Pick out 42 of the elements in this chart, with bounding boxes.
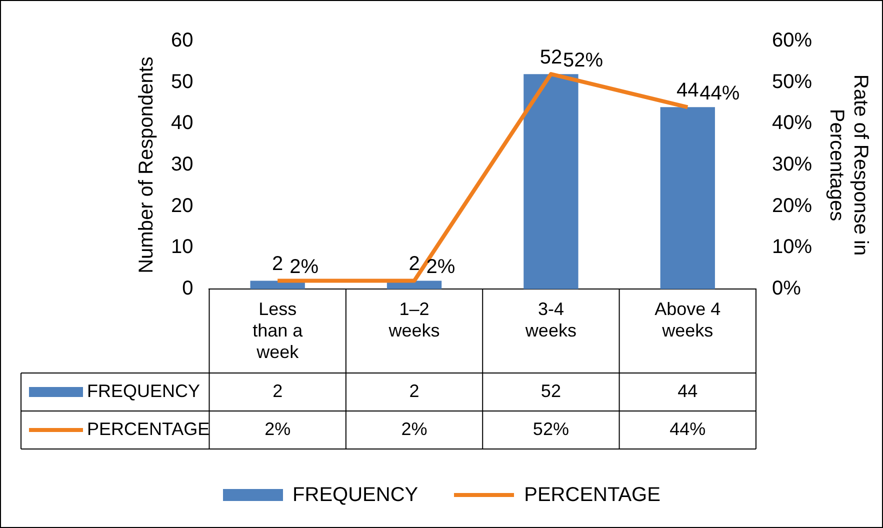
legend-label: PERCENTAGE — [87, 418, 210, 439]
text: FREQUENCY — [292, 484, 418, 506]
text: PERCENTAGE — [524, 484, 660, 506]
data-label: 2 — [272, 380, 283, 401]
text: 2% — [290, 256, 318, 278]
y-tick-label: 0 — [182, 278, 194, 300]
y-tick-label: 50 — [170, 70, 194, 93]
y2-tick-label: 60% — [772, 30, 812, 52]
x-tick-label: Above 4 weeks — [654, 298, 721, 340]
y2-tick-label: 50% — [772, 70, 812, 93]
text: 52% — [562, 50, 603, 72]
y-axis-title: Number of Respondents — [136, 56, 158, 274]
x-tick-label: Less than a week — [252, 298, 304, 362]
bar — [660, 107, 715, 289]
bar — [524, 74, 578, 289]
y2-tick-label: 30% — [772, 154, 812, 176]
y2-tick-label: 10% — [772, 236, 812, 258]
y-tick-label: 60 — [170, 30, 194, 52]
text: 2 — [408, 253, 420, 276]
text: 2 — [272, 253, 284, 276]
text: 2% — [426, 256, 456, 278]
data-label: 44% — [670, 418, 706, 439]
legend-label: FREQUENCY — [87, 380, 200, 401]
y2-tick-label: 0% — [772, 278, 802, 300]
data-label: 2% — [264, 418, 291, 439]
x-tick-label: 3-4 weeks — [524, 298, 576, 340]
data-label: 52% — [532, 418, 569, 439]
y2-tick-label: 20% — [772, 194, 812, 217]
data-label: 44 — [678, 380, 698, 401]
data-label: 52 — [540, 380, 561, 401]
text: 44% — [700, 82, 740, 105]
x-tick-label: 1–2 weeks — [388, 298, 440, 340]
data-label: 2 — [409, 380, 420, 401]
y-tick-label: 10 — [170, 236, 194, 258]
y-tick-label: 40 — [170, 112, 194, 134]
y-tick-label: 20 — [170, 194, 194, 217]
text: 52 — [540, 46, 562, 69]
y2-tick-label: 40% — [772, 112, 812, 134]
text: 44 — [676, 80, 699, 102]
data-label: 2% — [401, 418, 428, 439]
y2-axis-title: Rate of Response in Percentages — [825, 74, 872, 256]
y-tick-label: 30 — [170, 154, 194, 176]
